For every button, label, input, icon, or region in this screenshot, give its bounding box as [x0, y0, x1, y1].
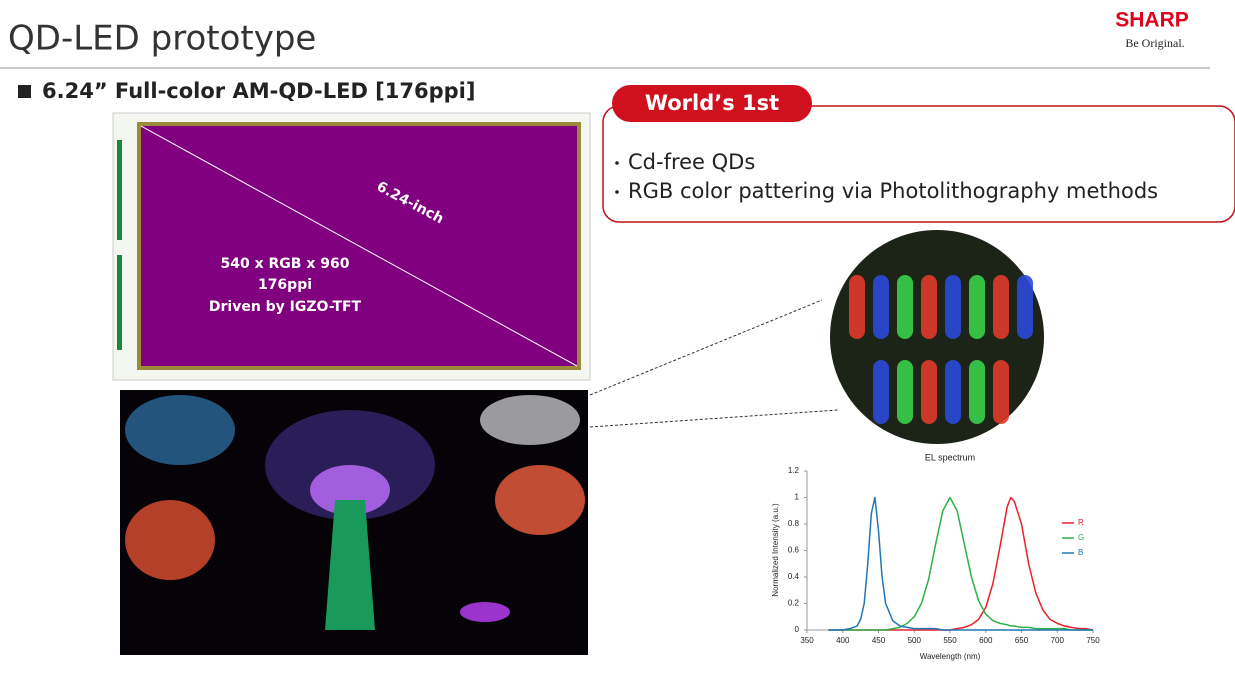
- panel-edge: [117, 140, 122, 240]
- photo-tree: [125, 395, 235, 465]
- legend-label: G: [1078, 533, 1084, 542]
- x-tick-label: 550: [943, 636, 957, 645]
- x-tick-label: 650: [1015, 636, 1029, 645]
- micro-pixel: [897, 275, 913, 339]
- subtitle: 6.24” Full-color AM-QD-LED [176ppi]: [42, 79, 475, 103]
- y-tick-label: 0: [795, 625, 800, 634]
- x-tick-label: 450: [872, 636, 886, 645]
- micro-pixel: [993, 275, 1009, 339]
- bullet-text: Cd-free QDs: [628, 150, 755, 174]
- panel-spec: 176ppi: [258, 277, 312, 293]
- y-tick-label: 0.8: [788, 519, 800, 528]
- micro-pixel: [969, 275, 985, 339]
- micro-pixel: [849, 275, 865, 339]
- chart: EL spectrum Wavelength (nm) Normalized I…: [771, 452, 1100, 661]
- photo-trunk: [325, 500, 375, 630]
- tagline: Be Original.: [1125, 36, 1184, 50]
- y-tick-label: 0.2: [788, 599, 800, 608]
- micro-pixel: [921, 360, 937, 424]
- photo-tree: [310, 465, 390, 515]
- photo-tree: [460, 602, 510, 622]
- panel-spec: Driven by IGZO-TFT: [209, 299, 362, 315]
- panel-edge: [117, 255, 122, 350]
- x-axis-label: Wavelength (nm): [920, 652, 981, 661]
- micro-pixel: [945, 275, 961, 339]
- x-tick-label: 500: [908, 636, 922, 645]
- micro-pixel: [969, 360, 985, 424]
- micro-pixel: [1017, 275, 1033, 339]
- x-tick-label: 600: [979, 636, 993, 645]
- zoom-line: [589, 409, 839, 428]
- bullet-square: [18, 85, 31, 98]
- x-tick-label: 400: [836, 636, 850, 645]
- zoom-line: [589, 299, 823, 396]
- demo-photo: [120, 390, 588, 655]
- x-tick-label: 700: [1051, 636, 1065, 645]
- micro-pixel: [945, 360, 961, 424]
- legend-label: B: [1078, 548, 1083, 557]
- series-line: [828, 496, 1093, 631]
- y-tick-label: 0.4: [788, 572, 800, 581]
- bullet-dot: [615, 190, 619, 194]
- y-axis-label: Normalized Intensity (a.u.): [771, 503, 780, 597]
- legend-label: R: [1078, 518, 1084, 527]
- panel-spec: 540 x RGB x 960: [221, 256, 350, 272]
- y-tick-label: 0.6: [788, 546, 800, 555]
- chart-title: EL spectrum: [925, 452, 975, 462]
- bullet-dot: [615, 161, 619, 165]
- y-tick-label: 1: [795, 493, 800, 502]
- micro-image: [830, 230, 1044, 444]
- bullet-text: RGB color pattering via Photolithography…: [628, 179, 1158, 203]
- photo-tree: [125, 500, 215, 580]
- x-tick-label: 750: [1086, 636, 1100, 645]
- series-line: [828, 496, 1093, 631]
- micro-pixel: [873, 275, 889, 339]
- y-tick-label: 1.2: [788, 466, 800, 475]
- x-tick-label: 350: [800, 636, 814, 645]
- badge: [612, 85, 812, 122]
- callout-box: [602, 105, 1235, 223]
- micro-pixel: [921, 275, 937, 339]
- panel-diagonal: [140, 125, 578, 367]
- photo-tree: [495, 465, 585, 535]
- photo-tree: [480, 395, 580, 445]
- title: QD-LED prototype: [8, 19, 316, 59]
- micro-pixel: [897, 360, 913, 424]
- micro-pixel: [993, 360, 1009, 424]
- micro-pixel: [873, 360, 889, 424]
- logo: SHARP: [1115, 9, 1189, 32]
- badge-text: World’s 1st: [645, 91, 779, 115]
